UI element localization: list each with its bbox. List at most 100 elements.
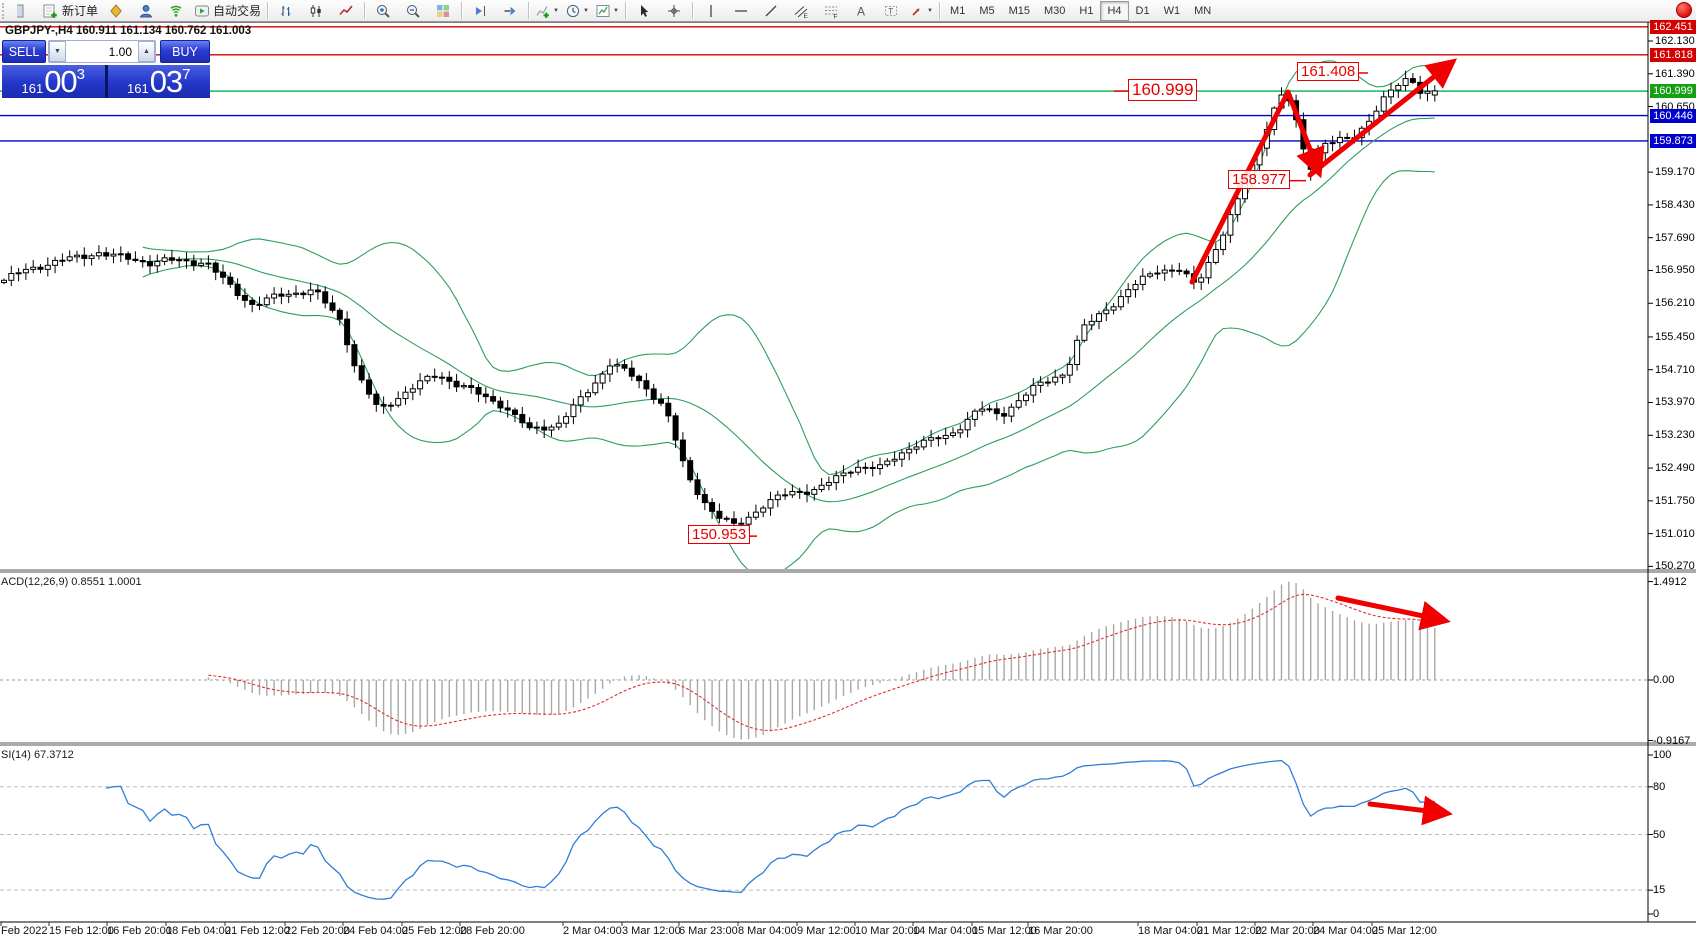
timeframe-button-m5[interactable]: M5 xyxy=(979,4,995,17)
trend-arrow[interactable] xyxy=(1189,89,1325,285)
timeframe-button-h4[interactable]: H4 xyxy=(1100,0,1129,21)
annotation-150-953[interactable]: 150.953 xyxy=(688,525,751,545)
tile-windows-button[interactable] xyxy=(428,0,458,21)
svg-text:F: F xyxy=(834,13,838,19)
chart-shift-button[interactable] xyxy=(465,0,495,21)
line-chart-button[interactable] xyxy=(331,0,361,21)
cursor-icon xyxy=(641,4,649,17)
periods-button[interactable]: ▼ xyxy=(562,0,592,21)
rsi-label: SI(14) 67.3712 xyxy=(1,749,74,761)
price-axis-tick: 153.970 xyxy=(1655,396,1695,409)
timeframe-button-m1[interactable]: M1 xyxy=(950,4,966,17)
text-label-button[interactable]: T xyxy=(876,0,906,21)
templates-button[interactable]: ▼ xyxy=(592,0,622,21)
date-axis-label[interactable]: 9 Mar 12:00 xyxy=(797,925,856,937)
date-axis-label[interactable]: 16 Feb 20:00 xyxy=(107,925,172,937)
dropdown-caret-icon[interactable]: ▼ xyxy=(553,7,559,14)
date-axis-label[interactable]: 10 Mar 20:00 xyxy=(855,925,920,937)
date-axis-label[interactable]: 15 Mar 12:00 xyxy=(972,925,1037,937)
date-axis-label[interactable]: Feb 2022 xyxy=(1,925,48,937)
zoom-in-button[interactable] xyxy=(368,0,398,21)
date-axis-label[interactable]: 18 Mar 04:00 xyxy=(1138,925,1203,937)
text-button[interactable]: A xyxy=(846,0,876,21)
dropdown-caret-icon[interactable]: ▼ xyxy=(583,7,589,14)
date-axis-label[interactable]: 28 Feb 20:00 xyxy=(460,925,525,937)
price-level-badge[interactable]: 161.818 xyxy=(1650,47,1696,62)
signal-icon xyxy=(170,5,182,17)
date-axis-label[interactable]: 6 Mar 23:00 xyxy=(679,925,738,937)
timeframe-button-h1[interactable]: H1 xyxy=(1079,4,1094,17)
arrow-objects-button[interactable]: ▼ xyxy=(906,0,936,21)
date-axis-label[interactable]: 21 Feb 12:00 xyxy=(225,925,290,937)
new-order-button[interactable]: 新订单 xyxy=(40,0,101,21)
macd-axis-tick: 0.00 xyxy=(1653,674,1675,686)
date-axis-label[interactable]: 24 Mar 04:00 xyxy=(1313,925,1378,937)
trend-arrow[interactable] xyxy=(1367,795,1453,826)
trend-arrow[interactable] xyxy=(1335,595,1451,631)
line-chart-icon xyxy=(339,4,353,15)
date-axis-label[interactable]: 18 Feb 04:00 xyxy=(166,925,231,937)
indicators-button[interactable]: ▼ xyxy=(532,0,562,21)
date-axis-label[interactable]: 24 Feb 04:00 xyxy=(343,925,408,937)
date-axis-label[interactable]: 14 Mar 04:00 xyxy=(913,925,978,937)
bar-chart-button[interactable] xyxy=(271,0,301,21)
timeframe-button-d1[interactable]: D1 xyxy=(1135,4,1150,17)
date-axis-label[interactable]: 2 Mar 04:00 xyxy=(563,925,622,937)
candle-chart-button[interactable] xyxy=(301,0,331,21)
vertical-line-button[interactable] xyxy=(696,0,726,21)
timeframe-button-w1[interactable]: W1 xyxy=(1163,4,1181,17)
profile-button[interactable] xyxy=(131,0,161,21)
price-level-badge[interactable]: 159.873 xyxy=(1650,133,1696,148)
sell-price-tile[interactable]: 161 00 3 xyxy=(2,65,105,98)
volume-decrease-button[interactable]: ▼ xyxy=(49,41,66,62)
buy-price-tile[interactable]: 161 03 7 xyxy=(107,65,210,98)
buy-button[interactable]: BUY xyxy=(160,40,210,63)
annotation-160-999[interactable]: 160.999 xyxy=(1128,79,1198,101)
horizontal-line-button[interactable] xyxy=(726,0,756,21)
text-label-icon: T xyxy=(885,5,898,16)
cursor-button[interactable] xyxy=(629,0,659,21)
date-axis-label[interactable]: 25 Feb 12:00 xyxy=(402,925,467,937)
dropdown-caret-icon[interactable]: ▼ xyxy=(927,7,933,14)
price-axis-tick: 151.750 xyxy=(1655,494,1695,507)
timeframe-button-m30[interactable]: M30 xyxy=(1044,4,1066,17)
toolbar-separator xyxy=(625,2,627,19)
trendline-button[interactable] xyxy=(756,0,786,21)
date-axis-label[interactable]: 22 Feb 20:00 xyxy=(285,925,350,937)
date-axis-label[interactable]: 8 Mar 04:00 xyxy=(738,925,797,937)
auto-scroll-button[interactable] xyxy=(495,0,525,21)
autotrade-button[interactable]: 自动交易 xyxy=(191,0,264,21)
annotation-161-408[interactable]: 161.408 xyxy=(1297,62,1360,82)
price-level-badge[interactable]: 160.446 xyxy=(1650,108,1696,123)
signal-button[interactable] xyxy=(161,0,191,21)
volume-input[interactable]: 1.00 xyxy=(66,41,138,62)
new-order-icon xyxy=(43,4,57,18)
price-axis-tick: 152.490 xyxy=(1655,462,1695,475)
price-axis-tick: 156.950 xyxy=(1655,264,1695,277)
channel-button[interactable]: E xyxy=(786,0,816,21)
crosshair-button[interactable] xyxy=(659,0,689,21)
rsi-axis-tick: 100 xyxy=(1653,749,1672,761)
fibonacci-button[interactable]: F xyxy=(816,0,846,21)
date-axis-label[interactable]: 22 Mar 20:00 xyxy=(1255,925,1320,937)
toolbar-grip[interactable] xyxy=(2,2,8,19)
gold-style-button[interactable] xyxy=(101,0,131,21)
price-level-badge[interactable]: 162.451 xyxy=(1650,19,1696,34)
date-axis-label[interactable]: 3 Mar 12:00 xyxy=(622,925,681,937)
date-axis-label[interactable]: 16 Mar 20:00 xyxy=(1028,925,1093,937)
timeframe-button-mn[interactable]: MN xyxy=(1194,4,1212,17)
sell-button[interactable]: SELL xyxy=(2,40,46,63)
date-axis-label[interactable]: 25 Mar 12:00 xyxy=(1372,925,1437,937)
trend-arrow[interactable] xyxy=(1307,58,1458,178)
chart-partial-button[interactable] xyxy=(10,0,40,21)
price-level-badge[interactable]: 160.999 xyxy=(1650,84,1696,99)
notification-icon[interactable] xyxy=(1676,2,1692,18)
dropdown-caret-icon[interactable]: ▼ xyxy=(613,7,619,14)
date-axis-label[interactable]: 15 Feb 12:00 xyxy=(49,925,114,937)
timeframe-button-m15[interactable]: M15 xyxy=(1008,4,1030,17)
zoom-out-button[interactable] xyxy=(398,0,428,21)
annotation-158-977[interactable]: 158.977 xyxy=(1228,170,1291,190)
date-axis-label[interactable]: 21 Mar 12:00 xyxy=(1197,925,1262,937)
volume-increase-button[interactable]: ▲ xyxy=(138,41,155,62)
